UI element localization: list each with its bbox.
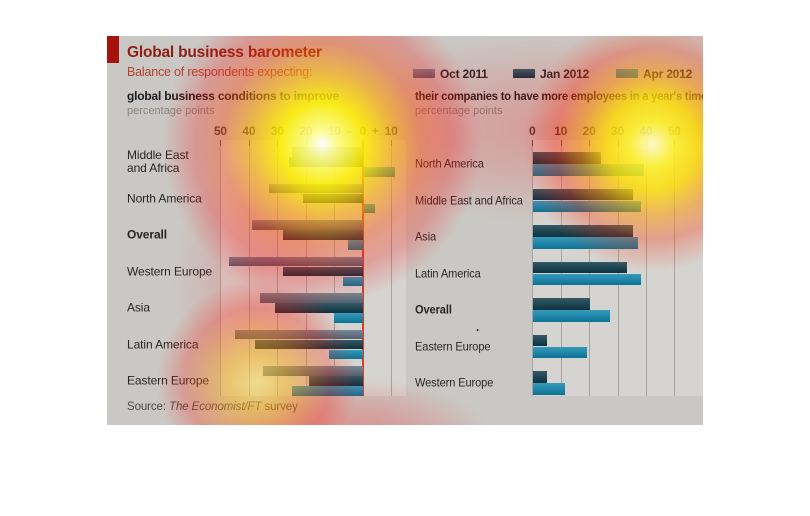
bar-apr-2012 <box>533 310 610 322</box>
tick-mark <box>617 140 619 146</box>
bar-jan-2012 <box>533 188 633 200</box>
category-label: Eastern Europe <box>415 339 491 353</box>
axis-tick-label: 50 <box>667 124 681 138</box>
tick-mark <box>532 140 534 146</box>
stray-dot: . <box>476 320 480 334</box>
axis-tick-label: 40 <box>639 124 653 138</box>
category-label: North America <box>415 156 484 171</box>
bar-apr-2012 <box>533 164 645 176</box>
category-label: Western Europe <box>415 375 494 390</box>
category-label: Asia <box>415 229 437 244</box>
gridline <box>674 140 676 396</box>
tick-mark <box>560 140 562 146</box>
bar-jan-2012 <box>533 225 633 237</box>
bar-apr-2012 <box>533 346 588 358</box>
source-suffix: survey <box>261 401 298 413</box>
axis-tick-label: 10 <box>554 124 568 138</box>
bar-jan-2012 <box>533 371 548 383</box>
category-label: Latin America <box>415 266 481 280</box>
chart-panel: 0 10 20 30 40 50 North America Middle East and … <box>107 36 703 425</box>
bar-apr-2012 <box>533 237 639 249</box>
axis-tick-label: 30 <box>611 124 624 138</box>
tick-mark <box>645 140 647 146</box>
source-prefix: Source: <box>127 401 170 413</box>
source-publication: The Economist/FT <box>169 401 262 413</box>
source-note: Source: The Economist/FT survey <box>127 401 298 413</box>
bar-jan-2012 <box>533 152 602 164</box>
axis-tick-label: 0 <box>529 124 536 138</box>
chart-graphic: Global business barometer Balance of res… <box>107 36 703 425</box>
bar-apr-2012 <box>533 200 642 212</box>
gridline <box>645 140 647 396</box>
bar-jan-2012 <box>533 298 591 310</box>
category-label: Middle East and Africa <box>415 193 523 207</box>
category-label: Overall <box>415 302 452 317</box>
bar-jan-2012 <box>533 261 628 273</box>
bar-jan-2012 <box>533 334 548 346</box>
tick-mark <box>589 140 591 146</box>
axis-tick-label: 20 <box>582 124 596 138</box>
tick-mark <box>674 140 676 146</box>
bar-apr-2012 <box>533 383 565 395</box>
bar-apr-2012 <box>533 273 642 285</box>
